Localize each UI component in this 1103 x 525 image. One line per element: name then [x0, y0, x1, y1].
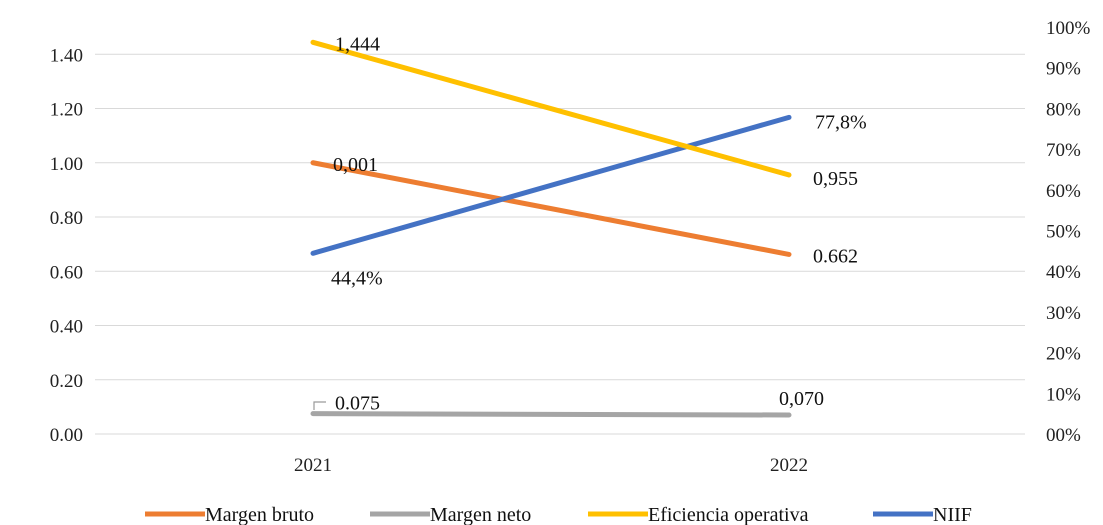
y-right-tick-label: 50% [1046, 222, 1081, 243]
y-left-tick-label: 1.40 [50, 45, 83, 66]
legend-label: Margen bruto [205, 504, 314, 525]
x-tick-label: 2022 [770, 455, 808, 476]
y-right-tick-label: 10% [1046, 384, 1081, 405]
y-right-tick-label: 30% [1046, 303, 1081, 324]
y-right-tick-label: 90% [1046, 59, 1081, 80]
series-line [310, 39, 792, 178]
data-label: 77,8% [815, 111, 867, 133]
y-right-tick-label: 100% [1046, 18, 1091, 39]
data-label: 0,955 [813, 168, 858, 190]
y-left-tick-label: 1.20 [50, 100, 83, 121]
series-line [310, 114, 792, 256]
y-right-tick-label: 00% [1046, 425, 1081, 446]
y-right-tick-label: 40% [1046, 262, 1081, 283]
x-tick-label: 2021 [294, 455, 332, 476]
leader-line [313, 401, 326, 410]
y-left-tick-label: 0.40 [50, 317, 83, 338]
series-line [310, 411, 792, 418]
data-label: 1,444 [335, 33, 380, 55]
y-left-tick-label: 0.20 [50, 371, 83, 392]
y-left-tick-label: 0.00 [50, 425, 83, 446]
data-label: 0.662 [813, 245, 858, 267]
data-label: 0,070 [779, 388, 824, 410]
y-right-tick-label: 80% [1046, 99, 1081, 120]
y-right-tick-label: 60% [1046, 181, 1081, 202]
y-right-tick-label: 20% [1046, 344, 1081, 365]
legend-label: NIIF [933, 504, 972, 525]
data-label: 44,4% [331, 267, 383, 289]
y-left-tick-label: 0.80 [50, 208, 83, 229]
legend-label: Eficiencia operativa [648, 504, 809, 525]
y-left-tick-label: 0.60 [50, 262, 83, 283]
y-left-tick-label: 1.00 [50, 154, 83, 175]
series-line [310, 160, 792, 257]
legend-label: Margen neto [430, 504, 531, 525]
data-label: 0,001 [333, 154, 378, 176]
y-right-tick-label: 70% [1046, 140, 1081, 161]
data-label: 0.075 [335, 393, 380, 415]
